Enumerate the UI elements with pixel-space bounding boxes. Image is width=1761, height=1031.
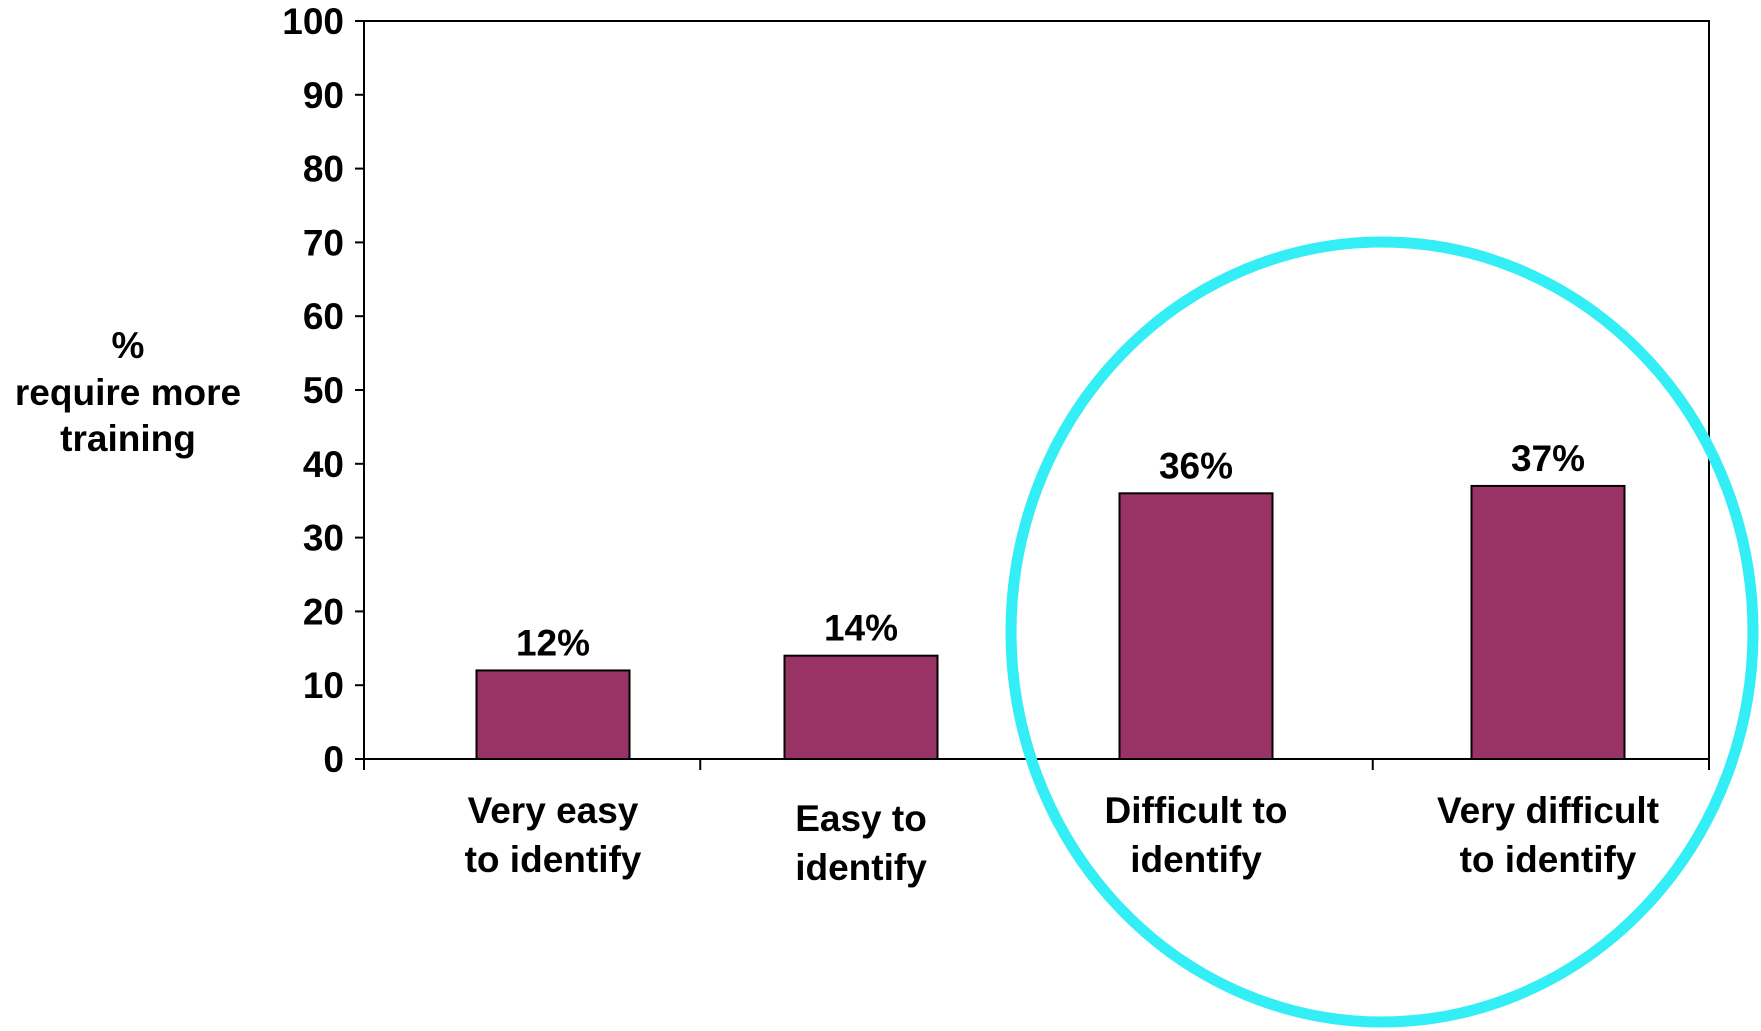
- x-category-label: to identify: [465, 839, 642, 880]
- y-axis-title-line: training: [60, 418, 196, 459]
- bar-value-label: 12%: [516, 622, 590, 663]
- y-tick-label: 10: [303, 665, 344, 706]
- y-tick-label: 70: [303, 222, 344, 263]
- highlight-circle: [1005, 236, 1759, 1028]
- y-axis-title-line: %: [112, 325, 145, 366]
- y-axis-title-line: require more: [15, 372, 241, 413]
- x-category-label: to identify: [1460, 839, 1637, 880]
- y-tick-label: 30: [303, 518, 344, 559]
- x-category-label: Easy to: [795, 798, 927, 839]
- x-category-label: Very difficult: [1437, 790, 1659, 831]
- bar: [783, 654, 939, 760]
- y-tick-label: 90: [303, 75, 344, 116]
- y-tick-label: 0: [323, 739, 344, 780]
- bar-value-label: 37%: [1511, 438, 1585, 479]
- x-category-label: identify: [795, 847, 927, 888]
- y-tick-label: 50: [303, 370, 344, 411]
- bar: [1118, 492, 1274, 760]
- y-tick-label: 100: [282, 1, 344, 42]
- x-category-label: identify: [1130, 839, 1262, 880]
- bar-value-label: 36%: [1159, 445, 1233, 486]
- y-tick-label: 80: [303, 149, 344, 190]
- bar: [1470, 484, 1626, 760]
- bar-value-label: 14%: [824, 608, 898, 649]
- x-category-label: Difficult to: [1105, 790, 1288, 831]
- bar: [475, 669, 631, 760]
- y-tick-label: 20: [303, 591, 344, 632]
- value-labels: 12% 14% 36% 37%: [516, 438, 1585, 664]
- category-labels: Very easy to identify Easy to identify Diffi…: [465, 790, 1659, 888]
- bars: [475, 484, 1626, 760]
- y-axis-ticks: 0 10 20 30 40 50 60 70 80 90 100: [282, 1, 364, 780]
- x-category-label: Very easy: [468, 790, 639, 831]
- y-tick-label: 60: [303, 296, 344, 337]
- y-tick-label: 40: [303, 444, 344, 485]
- y-axis-title: % require more training: [15, 325, 241, 459]
